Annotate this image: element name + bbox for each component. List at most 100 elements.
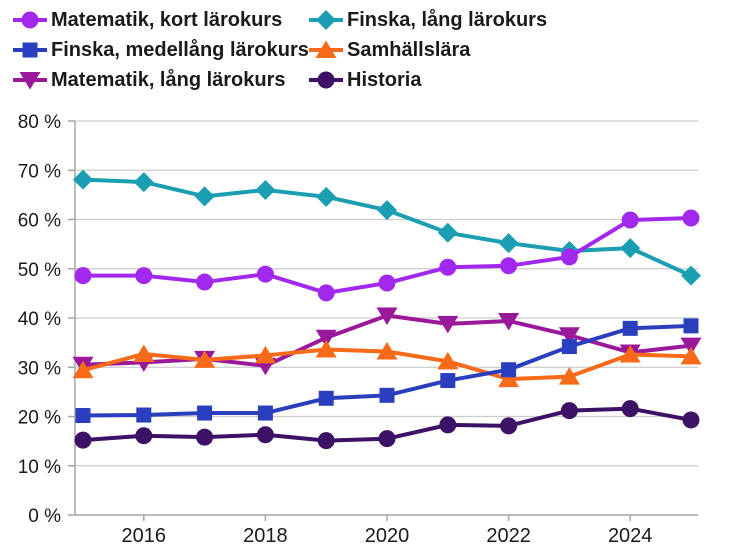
marker <box>560 248 578 266</box>
marker <box>498 369 520 388</box>
samh-llsl-ra-marker-icon <box>309 40 343 58</box>
legend-label: Finska, lång lärokurs <box>347 8 548 31</box>
marker <box>501 362 517 378</box>
marker <box>74 267 92 285</box>
historia-marker-icon <box>309 71 343 89</box>
marker <box>437 351 459 370</box>
marker <box>620 238 641 259</box>
legend-item-finska-medell-ng-l-rokurs: Finska, medellång lärokurs <box>12 38 309 62</box>
marker <box>558 367 580 385</box>
marker <box>317 284 335 302</box>
marker <box>437 222 458 243</box>
marker <box>439 416 457 434</box>
marker <box>680 337 702 356</box>
marker <box>379 387 395 403</box>
y-axis-label: 30 % <box>18 358 61 379</box>
y-axis-label: 60 % <box>18 211 61 232</box>
x-axis-label: 2020 <box>365 525 410 547</box>
y-axis-label: 70 % <box>18 161 61 182</box>
series-line <box>81 177 693 278</box>
marker <box>315 340 337 358</box>
legend-item-matematik-kort-l-rokurs: Matematik, kort lärokurs <box>12 8 308 32</box>
marker <box>498 233 519 254</box>
marker <box>133 344 155 362</box>
x-axis-label: 2018 <box>243 525 288 547</box>
legend-item-historia: Historia <box>308 68 547 92</box>
legend-item-samh-llsl-ra: Samhällslära <box>308 38 547 62</box>
matematik-kort-l-rokurs-marker-icon <box>13 11 47 29</box>
y-axis-label: 10 % <box>18 457 61 478</box>
marker <box>254 345 276 364</box>
marker <box>75 408 91 424</box>
finska-medell-ng-l-rokurs-marker-icon <box>13 42 47 58</box>
marker <box>72 360 94 379</box>
marker <box>197 405 213 421</box>
legend-label: Historia <box>347 68 422 91</box>
legend-item-matematik-l-ng-l-rokurs: Matematik, lång lärokurs <box>12 68 308 92</box>
series-historia <box>74 400 700 450</box>
y-axis-label: 0 % <box>28 506 61 527</box>
finska-l-ng-l-rokurs-marker-icon <box>309 10 343 30</box>
legend-item-finska-l-ng-l-rokurs: Finska, lång lärokurs <box>308 8 547 32</box>
marker <box>500 257 518 275</box>
marker <box>376 341 398 360</box>
series-finska-l-ng-l-rokurs <box>73 169 701 286</box>
marker <box>560 402 578 420</box>
legend-label: Matematik, lång lärokurs <box>51 68 286 91</box>
marker <box>682 209 700 227</box>
marker <box>257 405 273 421</box>
marker <box>256 426 274 444</box>
marker <box>136 407 152 423</box>
marker <box>439 258 457 276</box>
marker <box>194 350 216 368</box>
marker <box>440 373 456 389</box>
marker <box>680 346 702 365</box>
x-axis-label: 2022 <box>486 525 531 547</box>
marker <box>318 390 334 406</box>
marker <box>683 318 699 334</box>
legend: Matematik, kort lärokurs Finska, medellån… <box>12 5 547 95</box>
marker <box>317 71 335 89</box>
legend-label: Matematik, kort lärokurs <box>51 8 283 31</box>
marker <box>135 267 153 285</box>
series-matematik-kort-l-rokurs <box>74 209 700 302</box>
marker <box>621 400 639 418</box>
y-axis-label: 20 % <box>18 408 61 429</box>
marker <box>558 327 580 345</box>
marker <box>621 211 639 229</box>
marker <box>498 312 520 331</box>
marker <box>316 10 336 30</box>
marker <box>316 186 337 207</box>
series-finska-medell-ng-l-rokurs <box>75 318 699 424</box>
marker <box>682 411 700 429</box>
marker <box>256 265 274 283</box>
marker <box>561 339 577 355</box>
marker <box>21 11 39 29</box>
legend-label: Samhällslära <box>347 38 471 61</box>
y-axis-label: 40 % <box>18 309 61 330</box>
marker <box>73 169 93 190</box>
y-axis-label: 80 % <box>18 112 61 133</box>
marker <box>255 179 276 200</box>
marker <box>135 427 153 445</box>
marker <box>500 417 518 435</box>
x-axis-label: 2016 <box>122 525 167 547</box>
series-samh-llsl-ra <box>72 340 702 388</box>
marker <box>133 172 154 193</box>
marker <box>196 428 214 446</box>
marker <box>681 265 701 286</box>
x-axis-label: 2024 <box>608 525 653 547</box>
marker <box>19 72 41 90</box>
legend-label: Finska, medellång lärokurs <box>51 38 309 61</box>
marker <box>437 315 459 334</box>
marker <box>622 320 638 336</box>
marker <box>378 430 396 448</box>
marker <box>196 273 214 291</box>
marker <box>315 329 337 348</box>
x-axis-ticks-labels: 2016 2018 2020 2022 2024 <box>122 515 653 547</box>
marker <box>378 274 396 292</box>
marker <box>194 186 215 207</box>
y-axis-label: 50 % <box>18 260 61 281</box>
marker <box>22 42 38 58</box>
